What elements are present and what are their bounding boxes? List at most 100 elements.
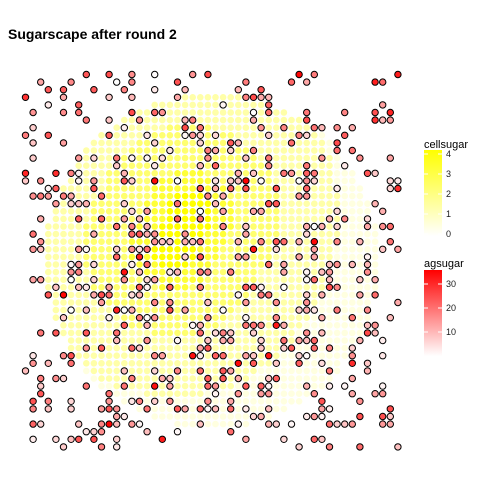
agent-point: [128, 230, 136, 238]
agent-point: [363, 367, 372, 375]
sugar-cell: [250, 139, 257, 147]
sugar-cell: [250, 276, 257, 284]
sugar-cell: [311, 215, 318, 223]
sugar-cell: [227, 208, 234, 215]
sugar-cell: [318, 192, 326, 200]
sugar-cell: [159, 268, 166, 276]
sugar-cell: [326, 208, 333, 215]
sugar-cell: [204, 322, 212, 329]
sugar-cell: [242, 101, 250, 109]
sugar-cell: [128, 329, 136, 337]
sugar-cell: [227, 109, 234, 116]
sugar-cell: [280, 382, 288, 390]
agent-point: [151, 397, 159, 405]
sugar-cell: [166, 162, 174, 169]
agent-point: [348, 420, 356, 428]
sugar-cell: [166, 230, 174, 238]
agent-point: [90, 230, 98, 238]
agent-point: [173, 336, 182, 345]
sugar-cell: [98, 185, 105, 192]
sugar-cell: [136, 360, 143, 367]
sugar-cell: [174, 306, 181, 314]
sugar-cell: [90, 314, 98, 322]
agent-point: [21, 169, 30, 178]
sugar-cell: [242, 367, 250, 375]
sugar-cell: [295, 382, 303, 390]
agent-point: [242, 314, 250, 322]
sugar-cell: [219, 116, 227, 124]
agent-point: [196, 405, 205, 413]
sugar-cell: [280, 116, 288, 124]
agent-point: [310, 390, 318, 398]
agent-point: [348, 374, 356, 383]
sugar-cell: [341, 352, 349, 360]
sugar-cell: [121, 261, 128, 268]
agent-point: [135, 268, 144, 276]
sugar-cell: [45, 261, 52, 268]
sugar-cell: [303, 215, 311, 223]
sugar-cell: [219, 413, 227, 420]
sugar-cell: [166, 177, 174, 185]
sugar-cell: [113, 314, 120, 322]
sugar-cell: [303, 246, 311, 253]
agent-point: [59, 314, 68, 322]
sugar-cell: [356, 261, 364, 268]
agent-point: [303, 177, 311, 185]
agent-point: [181, 405, 189, 413]
sugar-cell: [333, 268, 341, 276]
sugar-cell: [250, 185, 257, 192]
agent-point: [234, 420, 243, 428]
sugar-cell: [83, 337, 90, 344]
sugar-cell: [273, 337, 280, 344]
agent-point: [318, 124, 326, 132]
sugar-cell: [250, 177, 257, 185]
sugar-cell: [250, 200, 257, 207]
sugar-cell: [265, 147, 273, 154]
agent-point: [67, 397, 75, 405]
sugar-cell: [174, 329, 181, 337]
agent-point: [211, 146, 220, 155]
sugar-cell: [159, 185, 166, 192]
sugar-cell: [83, 261, 90, 268]
sugar-cell: [128, 200, 136, 207]
agent-point: [151, 382, 159, 390]
sugar-cell: [159, 116, 166, 124]
agent-point: [173, 200, 182, 208]
sugar-cell: [311, 382, 318, 390]
sugar-cell: [136, 177, 143, 185]
sugar-cell: [273, 268, 280, 276]
agent-point: [325, 420, 334, 428]
sugar-cell: [166, 170, 174, 177]
sugar-cell: [280, 299, 288, 306]
agent-point: [242, 253, 250, 261]
sugar-cell: [197, 299, 204, 306]
sugar-cell: [341, 230, 349, 238]
agent-point: [333, 184, 341, 193]
sugar-cell: [151, 261, 158, 268]
agent-point: [52, 283, 60, 291]
sugar-cell: [75, 291, 82, 299]
sugar-cell: [295, 284, 303, 291]
agent-point: [295, 306, 303, 314]
sugar-cell: [311, 367, 318, 375]
sugar-cell: [235, 337, 242, 344]
sugar-cell: [212, 268, 219, 276]
sugar-cell: [235, 344, 242, 352]
sugar-cell: [265, 177, 273, 185]
sugar-cell: [273, 116, 280, 124]
sugar-cell: [121, 246, 128, 253]
agent-point: [196, 321, 205, 329]
sugar-cell: [121, 314, 128, 322]
sugar-cell: [52, 246, 60, 253]
sugar-cell: [235, 124, 242, 131]
sugar-cell: [326, 352, 333, 360]
agent-point: [234, 177, 243, 185]
sugar-cell: [356, 200, 364, 207]
sugar-cell: [75, 185, 82, 192]
sugar-cell: [52, 208, 60, 215]
sugar-cell: [318, 299, 326, 306]
agent-point: [97, 215, 106, 223]
sugar-cell: [189, 223, 196, 230]
